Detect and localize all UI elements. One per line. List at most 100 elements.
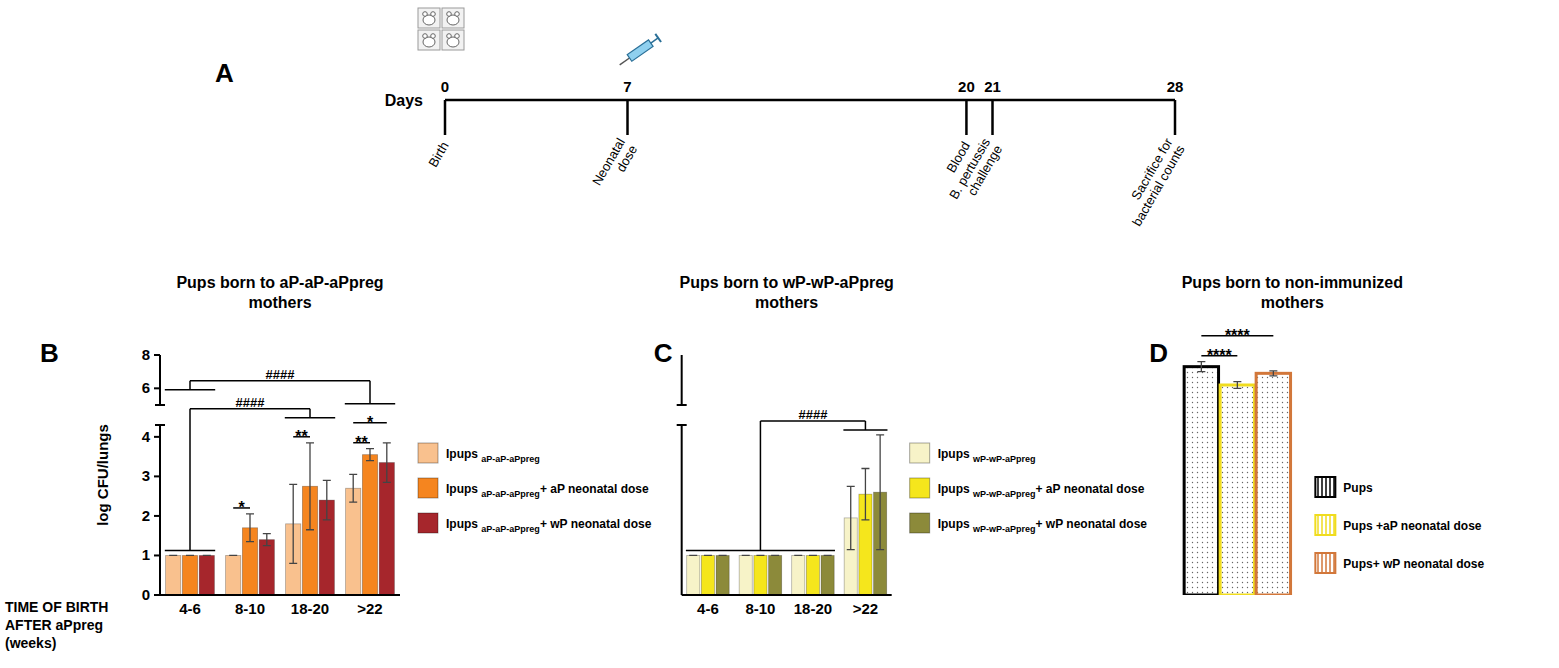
bar <box>166 555 181 595</box>
legend-label: Ipups aP-aP-aPpreg+ aP neonatal dose <box>446 482 649 499</box>
event-label: B. pertussischallenge <box>946 135 1005 209</box>
x-tick-label: 4-6 <box>697 600 719 617</box>
bar <box>182 555 197 595</box>
legend-label: Pups+ wP neonatal dose <box>1343 557 1484 571</box>
legend-main: Ipups <box>938 447 973 461</box>
error-bar <box>876 435 884 550</box>
y-tick <box>154 594 160 596</box>
day-label: 7 <box>623 78 631 95</box>
legend: PupsPups +aP neonatal dosePups+ wP neona… <box>1315 477 1484 573</box>
significance-bracket <box>165 409 335 551</box>
y-tick <box>154 387 160 389</box>
y-tick-label: 6 <box>142 379 150 396</box>
axis-line <box>159 425 161 595</box>
error-bar <box>689 555 697 556</box>
mouse-ear <box>431 12 436 17</box>
error-bar <box>229 555 237 556</box>
legend-main: Ipups <box>446 447 481 461</box>
text-line: TIME OF BIRTH <box>5 599 108 615</box>
plot-marks <box>166 443 395 595</box>
legend-label: Ipups aP-aP-aPpreg <box>446 447 540 464</box>
significance: ******######## <box>165 367 395 551</box>
error-bar <box>323 480 331 520</box>
text-line: mothers <box>248 294 311 311</box>
axis-line <box>159 355 161 405</box>
y-tick <box>154 436 160 438</box>
axis-break <box>677 424 687 426</box>
legend-main: Ipups <box>446 482 481 496</box>
error-bar <box>719 555 727 556</box>
x-tick-label: 18-20 <box>291 600 329 617</box>
legend-swatch <box>1315 553 1335 573</box>
bar <box>821 555 834 595</box>
mouse-cage <box>442 30 464 50</box>
bar <box>259 540 274 595</box>
legend-subscript: wP-wP-aPpreg <box>972 524 1036 534</box>
mouse-icon <box>418 8 440 28</box>
legend-tail: + wP neonatal dose <box>1036 517 1148 531</box>
error-bar <box>349 474 357 502</box>
legend-subscript: wP-wP-aPpreg <box>972 489 1036 499</box>
legend-tail: + aP neonatal dose <box>1036 482 1145 496</box>
error-bar <box>203 555 211 556</box>
axis-break <box>155 404 165 406</box>
legend-tail: + aP neonatal dose <box>540 482 649 496</box>
bar <box>226 555 241 595</box>
error-bar <box>186 555 194 556</box>
timeline-label: Days <box>385 92 423 109</box>
x-tick-label: 8-10 <box>745 600 775 617</box>
error-bar <box>756 555 764 556</box>
legend-label: Ipups wP-wP-aPpreg+ aP neonatal dose <box>938 482 1145 499</box>
error-bar <box>289 484 297 563</box>
mouse-icon <box>418 30 440 50</box>
legend-main: Ipups <box>938 482 973 496</box>
legend-main: Ipups <box>446 517 481 531</box>
error-bar <box>704 555 712 556</box>
mouse-cage <box>442 8 464 28</box>
mouse-ear <box>447 34 452 39</box>
bar <box>687 555 700 595</box>
text-line: mothers <box>1261 294 1324 311</box>
syringe-barrel <box>627 40 653 61</box>
legend-swatch <box>910 513 930 533</box>
significance-label: #### <box>266 367 296 382</box>
error-bar <box>306 443 314 530</box>
axis-break <box>677 404 687 406</box>
legend-swatch <box>1315 515 1335 535</box>
y-tick-label: 2 <box>142 507 150 524</box>
mouse-cage <box>418 8 440 28</box>
mouse-ear <box>447 12 452 17</box>
day-label: 0 <box>441 78 449 95</box>
plot-marks <box>687 435 887 595</box>
text-line: dose <box>613 143 640 175</box>
legend-label: Ipups wP-wP-aPpreg+ wP neonatal dose <box>938 517 1148 534</box>
legend-subscript: wP-wP-aPpreg <box>972 454 1036 464</box>
error-bar <box>169 555 177 556</box>
y-tick-label: 0 <box>142 586 150 603</box>
legend-swatch <box>418 513 438 533</box>
text-line: (weeks) <box>5 635 56 651</box>
bar <box>769 555 782 595</box>
legend-label: Pups <box>1343 481 1373 495</box>
significance-label: **** <box>1207 347 1233 364</box>
bar <box>701 555 714 595</box>
significance-label: #### <box>236 395 266 410</box>
significance-label: ** <box>355 434 368 451</box>
syringe-plunger <box>651 38 658 43</box>
mouse-ear <box>455 34 460 39</box>
significance-label: ** <box>295 428 308 445</box>
timeline-line <box>445 99 1175 102</box>
significance-label: * <box>238 499 245 516</box>
significance: ******** <box>1201 327 1273 364</box>
error-bar <box>1233 382 1241 389</box>
y-tick-label: 1 <box>142 546 150 563</box>
axis-line <box>681 355 683 405</box>
text-line: bacterial counts <box>1129 142 1188 229</box>
panel-title: Pups born to aP-aP-aPpregmothers <box>176 274 383 311</box>
text-line: Pups born to wP-wP-aPpreg <box>680 274 894 291</box>
legend-label: Ipups wP-wP-aPpreg <box>938 447 1036 464</box>
mouse-ear <box>455 12 460 17</box>
mouse-icon <box>442 30 464 50</box>
mouse-ear <box>423 12 428 17</box>
x-axis-line <box>682 594 892 596</box>
